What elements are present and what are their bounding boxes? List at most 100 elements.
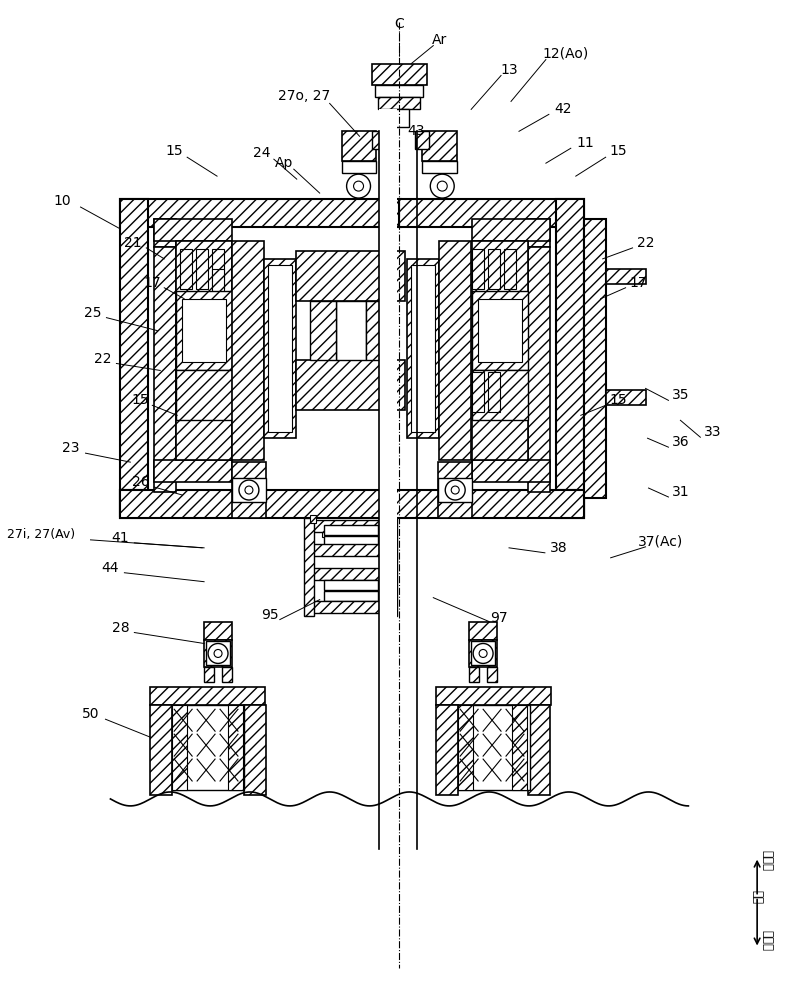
- Bar: [423, 161, 457, 173]
- Text: 17: 17: [630, 276, 647, 290]
- Bar: [380, 109, 397, 926]
- Bar: [212, 269, 224, 309]
- Bar: [469, 622, 497, 640]
- Text: 13: 13: [500, 63, 518, 77]
- Bar: [182, 299, 226, 362]
- Circle shape: [451, 486, 459, 494]
- Text: 42: 42: [554, 102, 572, 116]
- Bar: [304, 518, 314, 616]
- Bar: [204, 640, 232, 667]
- Bar: [154, 219, 176, 247]
- Circle shape: [445, 480, 465, 500]
- Bar: [488, 249, 500, 289]
- Text: 23: 23: [62, 441, 80, 455]
- Bar: [389, 109, 409, 127]
- Bar: [400, 199, 583, 227]
- Text: 31: 31: [672, 485, 689, 499]
- Bar: [436, 687, 551, 705]
- Bar: [228, 705, 243, 790]
- Bar: [176, 370, 232, 420]
- Text: 35: 35: [672, 388, 689, 402]
- Text: 15: 15: [610, 144, 627, 158]
- Bar: [324, 525, 378, 535]
- Bar: [458, 705, 530, 790]
- Bar: [310, 301, 336, 360]
- Bar: [196, 249, 208, 289]
- Bar: [341, 131, 377, 161]
- Bar: [365, 301, 392, 360]
- Bar: [232, 462, 266, 518]
- Text: 33: 33: [704, 425, 721, 439]
- Bar: [556, 490, 583, 518]
- Bar: [372, 131, 385, 149]
- Bar: [150, 705, 172, 795]
- Bar: [471, 641, 495, 665]
- Text: C: C: [395, 17, 404, 31]
- Bar: [154, 247, 176, 462]
- Bar: [488, 372, 500, 412]
- Bar: [372, 64, 427, 85]
- Bar: [172, 705, 187, 790]
- Bar: [458, 705, 473, 790]
- Bar: [472, 372, 484, 412]
- Bar: [196, 372, 208, 412]
- Text: 15: 15: [166, 144, 183, 158]
- Bar: [322, 532, 334, 537]
- Bar: [232, 241, 264, 460]
- Bar: [439, 241, 471, 460]
- Bar: [268, 265, 292, 432]
- Bar: [222, 667, 232, 682]
- Text: Ap: Ap: [275, 156, 293, 170]
- Bar: [312, 544, 380, 556]
- Bar: [556, 199, 583, 516]
- Text: 21: 21: [123, 236, 141, 250]
- Text: 11: 11: [577, 136, 595, 150]
- Text: 38: 38: [550, 541, 568, 555]
- Circle shape: [214, 649, 222, 657]
- Bar: [472, 370, 528, 420]
- Text: 37(Ac): 37(Ac): [638, 535, 683, 549]
- Text: 輸出側: 輸出側: [761, 850, 774, 871]
- Bar: [150, 687, 265, 705]
- Bar: [324, 591, 378, 601]
- Text: 28: 28: [111, 621, 129, 635]
- Bar: [310, 515, 316, 523]
- Text: 50: 50: [82, 707, 100, 721]
- Text: 97: 97: [490, 611, 508, 625]
- Text: Ar: Ar: [431, 33, 447, 47]
- Bar: [154, 460, 232, 482]
- Bar: [180, 249, 192, 289]
- Circle shape: [245, 486, 253, 494]
- Bar: [376, 85, 423, 97]
- Bar: [472, 249, 484, 289]
- Bar: [204, 622, 232, 640]
- Circle shape: [346, 174, 370, 198]
- Bar: [120, 199, 148, 516]
- Text: 95: 95: [261, 608, 279, 622]
- Bar: [388, 518, 397, 616]
- Circle shape: [431, 174, 455, 198]
- Bar: [312, 520, 380, 532]
- Bar: [487, 667, 497, 682]
- Circle shape: [479, 649, 487, 657]
- Text: 22: 22: [94, 352, 111, 366]
- Bar: [469, 667, 479, 682]
- Bar: [120, 199, 401, 227]
- Bar: [606, 269, 646, 284]
- Text: 12(Ao): 12(Ao): [543, 47, 589, 61]
- Text: 27o, 27: 27o, 27: [278, 89, 330, 103]
- Text: 15: 15: [131, 393, 149, 407]
- Bar: [312, 601, 380, 613]
- Text: 25: 25: [84, 306, 101, 320]
- Bar: [212, 249, 224, 289]
- Bar: [204, 667, 214, 682]
- Bar: [378, 97, 420, 109]
- Bar: [416, 131, 429, 149]
- Text: 26: 26: [131, 475, 149, 489]
- Bar: [528, 247, 550, 462]
- Text: 24: 24: [253, 146, 271, 160]
- Bar: [472, 460, 550, 482]
- Bar: [154, 219, 232, 241]
- Bar: [324, 536, 378, 546]
- Bar: [469, 640, 497, 667]
